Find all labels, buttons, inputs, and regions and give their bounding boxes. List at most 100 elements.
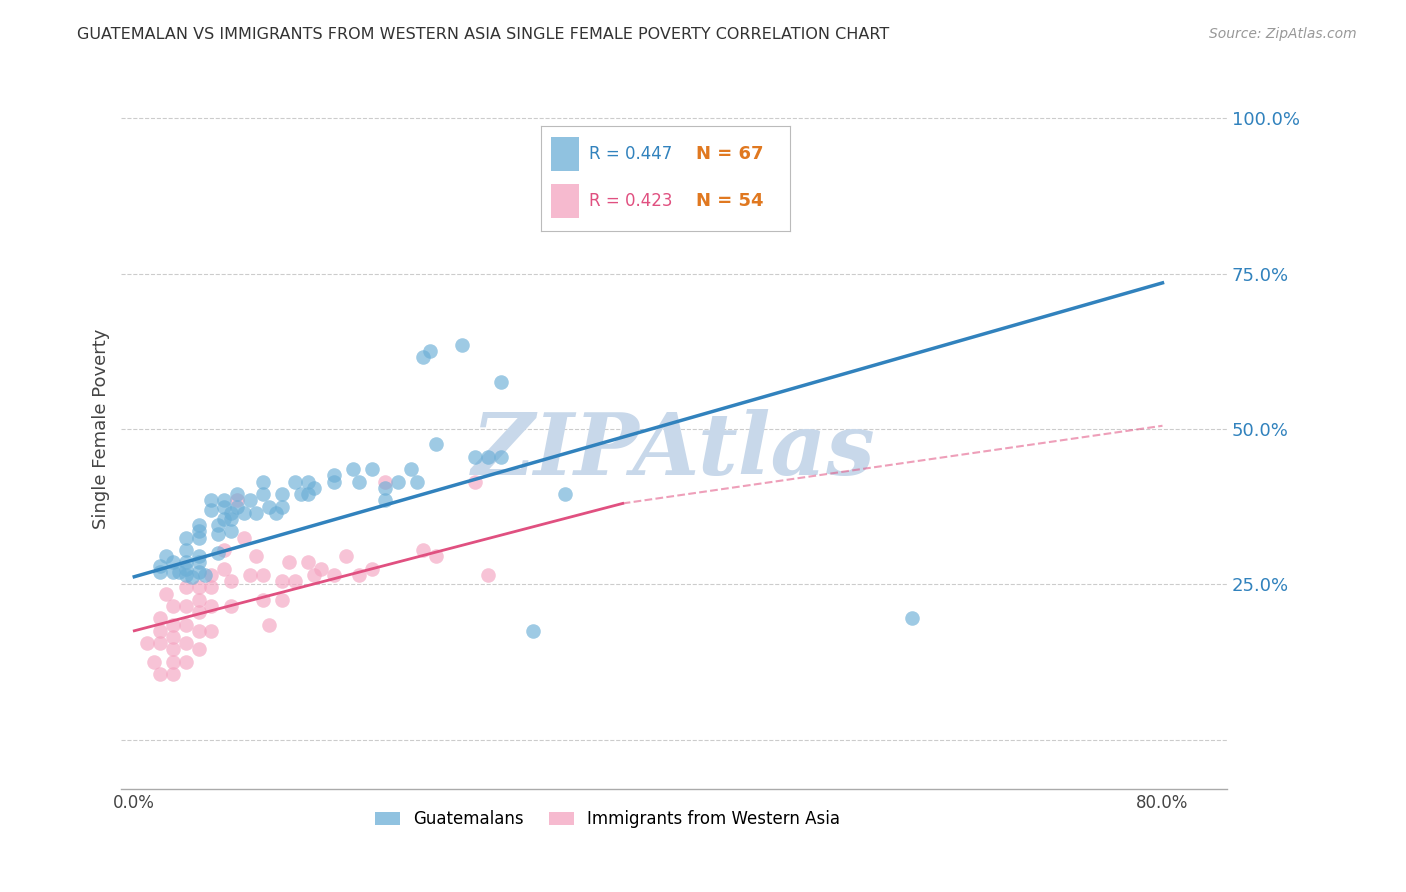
Point <box>187 524 209 539</box>
Point <box>901 611 924 625</box>
Point <box>187 642 209 657</box>
Text: GUATEMALAN VS IMMIGRANTS FROM WESTERN ASIA SINGLE FEMALE POVERTY CORRELATION CHA: GUATEMALAN VS IMMIGRANTS FROM WESTERN AS… <box>77 27 890 42</box>
Point <box>187 565 209 579</box>
Point <box>412 351 434 365</box>
Point <box>342 462 364 476</box>
Point <box>522 624 544 638</box>
Point <box>142 655 165 669</box>
Point <box>214 500 236 514</box>
Point <box>194 567 217 582</box>
Point <box>187 592 209 607</box>
Point <box>374 481 396 495</box>
Point <box>226 493 249 508</box>
Point <box>174 655 197 669</box>
Point <box>149 667 172 681</box>
Point <box>174 531 197 545</box>
Point <box>155 586 177 600</box>
Point <box>271 592 294 607</box>
Point <box>347 567 370 582</box>
Point <box>361 462 384 476</box>
Point <box>200 493 222 508</box>
Point <box>309 562 332 576</box>
Point <box>149 636 172 650</box>
Point <box>219 524 242 539</box>
Point <box>335 549 357 564</box>
Point <box>271 500 294 514</box>
Point <box>174 599 197 613</box>
Point <box>187 605 209 619</box>
Point <box>162 655 184 669</box>
Point <box>162 642 184 657</box>
Point <box>174 567 197 582</box>
Point <box>347 475 370 489</box>
Point <box>387 475 409 489</box>
Point <box>252 487 274 501</box>
Point <box>162 667 184 681</box>
Point <box>297 475 319 489</box>
Point <box>302 481 325 495</box>
Point <box>419 344 441 359</box>
Point <box>284 574 307 588</box>
Y-axis label: Single Female Poverty: Single Female Poverty <box>93 328 110 529</box>
Point <box>214 512 236 526</box>
Point <box>214 543 236 558</box>
Point <box>489 376 512 390</box>
Point <box>181 570 204 584</box>
Point <box>297 556 319 570</box>
Point <box>412 543 434 558</box>
Point <box>149 624 172 638</box>
Point <box>187 580 209 594</box>
Point <box>361 562 384 576</box>
Point <box>252 592 274 607</box>
Point <box>149 565 172 579</box>
Point <box>162 617 184 632</box>
Point <box>174 543 197 558</box>
Point <box>174 636 197 650</box>
Point <box>162 556 184 570</box>
Point <box>245 549 267 564</box>
Point <box>162 630 184 644</box>
Legend: Guatemalans, Immigrants from Western Asia: Guatemalans, Immigrants from Western Asi… <box>368 804 846 835</box>
Point <box>302 567 325 582</box>
Point <box>554 487 576 501</box>
Point <box>219 599 242 613</box>
Point <box>207 546 229 560</box>
Point <box>271 487 294 501</box>
Point <box>169 565 191 579</box>
Point <box>464 475 486 489</box>
Point <box>187 556 209 570</box>
Point <box>245 506 267 520</box>
Point <box>374 475 396 489</box>
Point <box>219 512 242 526</box>
Point <box>162 565 184 579</box>
Point <box>322 475 344 489</box>
Point <box>207 518 229 533</box>
Point <box>297 487 319 501</box>
Point <box>464 450 486 464</box>
Point <box>219 574 242 588</box>
Point <box>322 468 344 483</box>
Text: Source: ZipAtlas.com: Source: ZipAtlas.com <box>1209 27 1357 41</box>
Point <box>477 567 499 582</box>
Point <box>252 567 274 582</box>
Point <box>284 475 307 489</box>
Point <box>200 624 222 638</box>
Point <box>226 487 249 501</box>
Point <box>174 556 197 570</box>
Point <box>200 580 222 594</box>
Point <box>187 531 209 545</box>
Point <box>149 611 172 625</box>
Point <box>239 567 262 582</box>
Point <box>399 462 422 476</box>
Point <box>149 558 172 573</box>
Point <box>226 500 249 514</box>
Point <box>219 506 242 520</box>
Point <box>207 527 229 541</box>
Text: ZIPAtlas: ZIPAtlas <box>472 409 876 492</box>
Point <box>374 493 396 508</box>
Point <box>477 450 499 464</box>
Point <box>174 617 197 632</box>
Point <box>136 636 159 650</box>
Point <box>214 493 236 508</box>
Point <box>257 617 280 632</box>
